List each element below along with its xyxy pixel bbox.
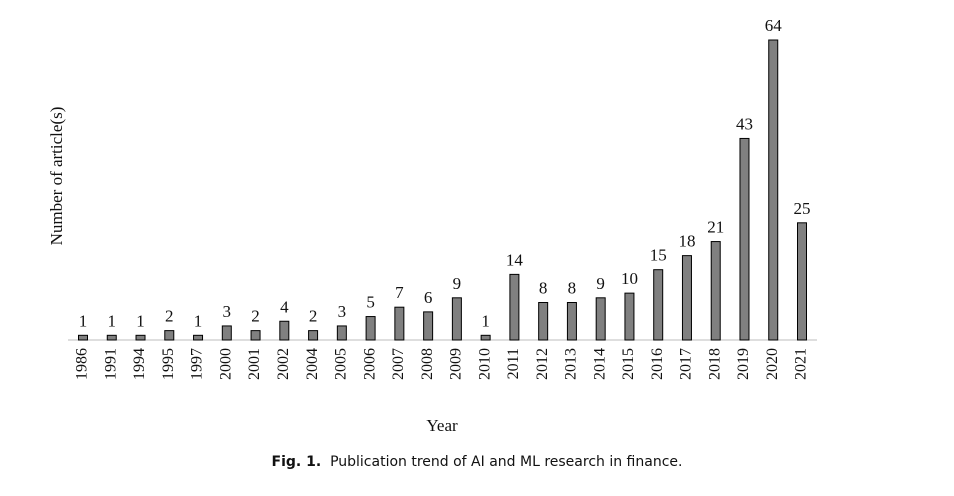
x-tick-label-2011: 2011 [505, 348, 522, 379]
value-label-1994: 1 [136, 311, 145, 330]
bar-2006 [365, 316, 376, 341]
value-label-2013: 8 [568, 279, 577, 298]
value-label-2017: 18 [678, 232, 695, 251]
x-tick-label-1997: 1997 [189, 348, 206, 380]
value-label-2005: 3 [338, 302, 347, 321]
x-tick-label-2019: 2019 [735, 348, 752, 380]
value-label-2019: 43 [736, 114, 753, 133]
x-tick-label-1986: 1986 [74, 348, 91, 380]
value-label-2002: 4 [280, 297, 289, 316]
x-tick-label-2020: 2020 [764, 348, 781, 380]
bar-2008 [423, 311, 434, 341]
value-label-2016: 15 [650, 246, 667, 265]
bar-2004 [308, 330, 319, 341]
figure-caption: Fig. 1. Publication trend of AI and ML r… [0, 454, 954, 470]
x-tick-label-2001: 2001 [246, 348, 263, 380]
x-tick-label-2018: 2018 [706, 348, 723, 380]
figure-caption-text: Publication trend of AI and ML research … [330, 454, 683, 470]
value-label-2020: 64 [765, 16, 783, 35]
bar-2009 [451, 297, 462, 341]
value-label-1997: 1 [194, 311, 203, 330]
x-tick-label-2021: 2021 [793, 348, 810, 380]
x-tick-label-2008: 2008 [419, 348, 436, 380]
bar-2002 [279, 320, 290, 341]
bar-2015 [624, 292, 635, 341]
bar-2001 [250, 330, 261, 341]
value-label-2006: 5 [366, 293, 375, 312]
bar-2012 [538, 302, 549, 341]
bar-1997 [193, 334, 204, 341]
value-label-2004: 2 [309, 307, 318, 326]
x-tick-label-1994: 1994 [131, 348, 148, 380]
value-label-2009: 9 [453, 274, 462, 293]
x-tick-label-2006: 2006 [361, 348, 378, 380]
figure-caption-label: Fig. 1. [271, 454, 322, 470]
value-label-2010: 1 [481, 311, 490, 330]
x-tick-label-2004: 2004 [304, 348, 321, 380]
bar-2017 [681, 255, 692, 341]
x-tick-label-2009: 2009 [448, 348, 465, 380]
value-label-2014: 9 [596, 274, 605, 293]
value-label-2015: 10 [621, 269, 638, 288]
bar-1991 [106, 334, 117, 341]
x-tick-label-2017: 2017 [678, 348, 695, 380]
x-tick-label-2016: 2016 [649, 348, 666, 380]
value-label-2018: 21 [707, 218, 724, 237]
bar-2011 [509, 273, 520, 341]
x-tick-label-2002: 2002 [275, 348, 292, 380]
x-tick-label-2015: 2015 [620, 348, 637, 380]
bar-2013 [566, 302, 577, 341]
bars-group [78, 39, 807, 341]
y-axis-label: Number of article(s) [47, 107, 66, 246]
x-tick-label-2014: 2014 [591, 348, 608, 380]
bar-2016 [653, 269, 664, 341]
bar-2021 [797, 222, 807, 341]
x-tick-label-2013: 2013 [563, 348, 580, 380]
x-axis-label: Year [426, 416, 458, 435]
bar-1986 [78, 334, 88, 341]
bar-2000 [221, 325, 232, 341]
x-tick-label-2010: 2010 [476, 348, 493, 380]
x-tick-label-2000: 2000 [217, 348, 234, 380]
value-label-1986: 1 [79, 311, 88, 330]
bar-2010 [480, 334, 491, 341]
value-label-2000: 3 [223, 302, 232, 321]
bar-2019 [739, 137, 750, 341]
value-label-2012: 8 [539, 279, 548, 298]
bar-2005 [336, 325, 347, 341]
x-tick-labels-group: 1986 1991 1994 1995 1997 2000 2001 2002 2004 2005… [74, 348, 810, 380]
bar-2014 [595, 297, 606, 341]
bar-1995 [164, 330, 175, 341]
bar-2020 [768, 39, 779, 341]
bar-1994 [135, 334, 146, 341]
value-label-2001: 2 [251, 307, 260, 326]
bar-2007 [394, 306, 405, 341]
value-label-2021: 25 [794, 199, 811, 218]
x-tick-label-2007: 2007 [390, 348, 407, 380]
value-label-1991: 1 [108, 311, 117, 330]
value-label-1995: 2 [165, 307, 174, 326]
x-tick-label-2012: 2012 [534, 348, 551, 380]
value-label-2008: 6 [424, 288, 433, 307]
x-tick-label-1991: 1991 [102, 348, 119, 380]
value-label-2007: 7 [395, 283, 404, 302]
bar-2018 [710, 241, 721, 341]
value-label-2011: 14 [506, 250, 524, 269]
x-tick-label-1995: 1995 [160, 348, 177, 380]
x-tick-label-2005: 2005 [333, 348, 350, 380]
